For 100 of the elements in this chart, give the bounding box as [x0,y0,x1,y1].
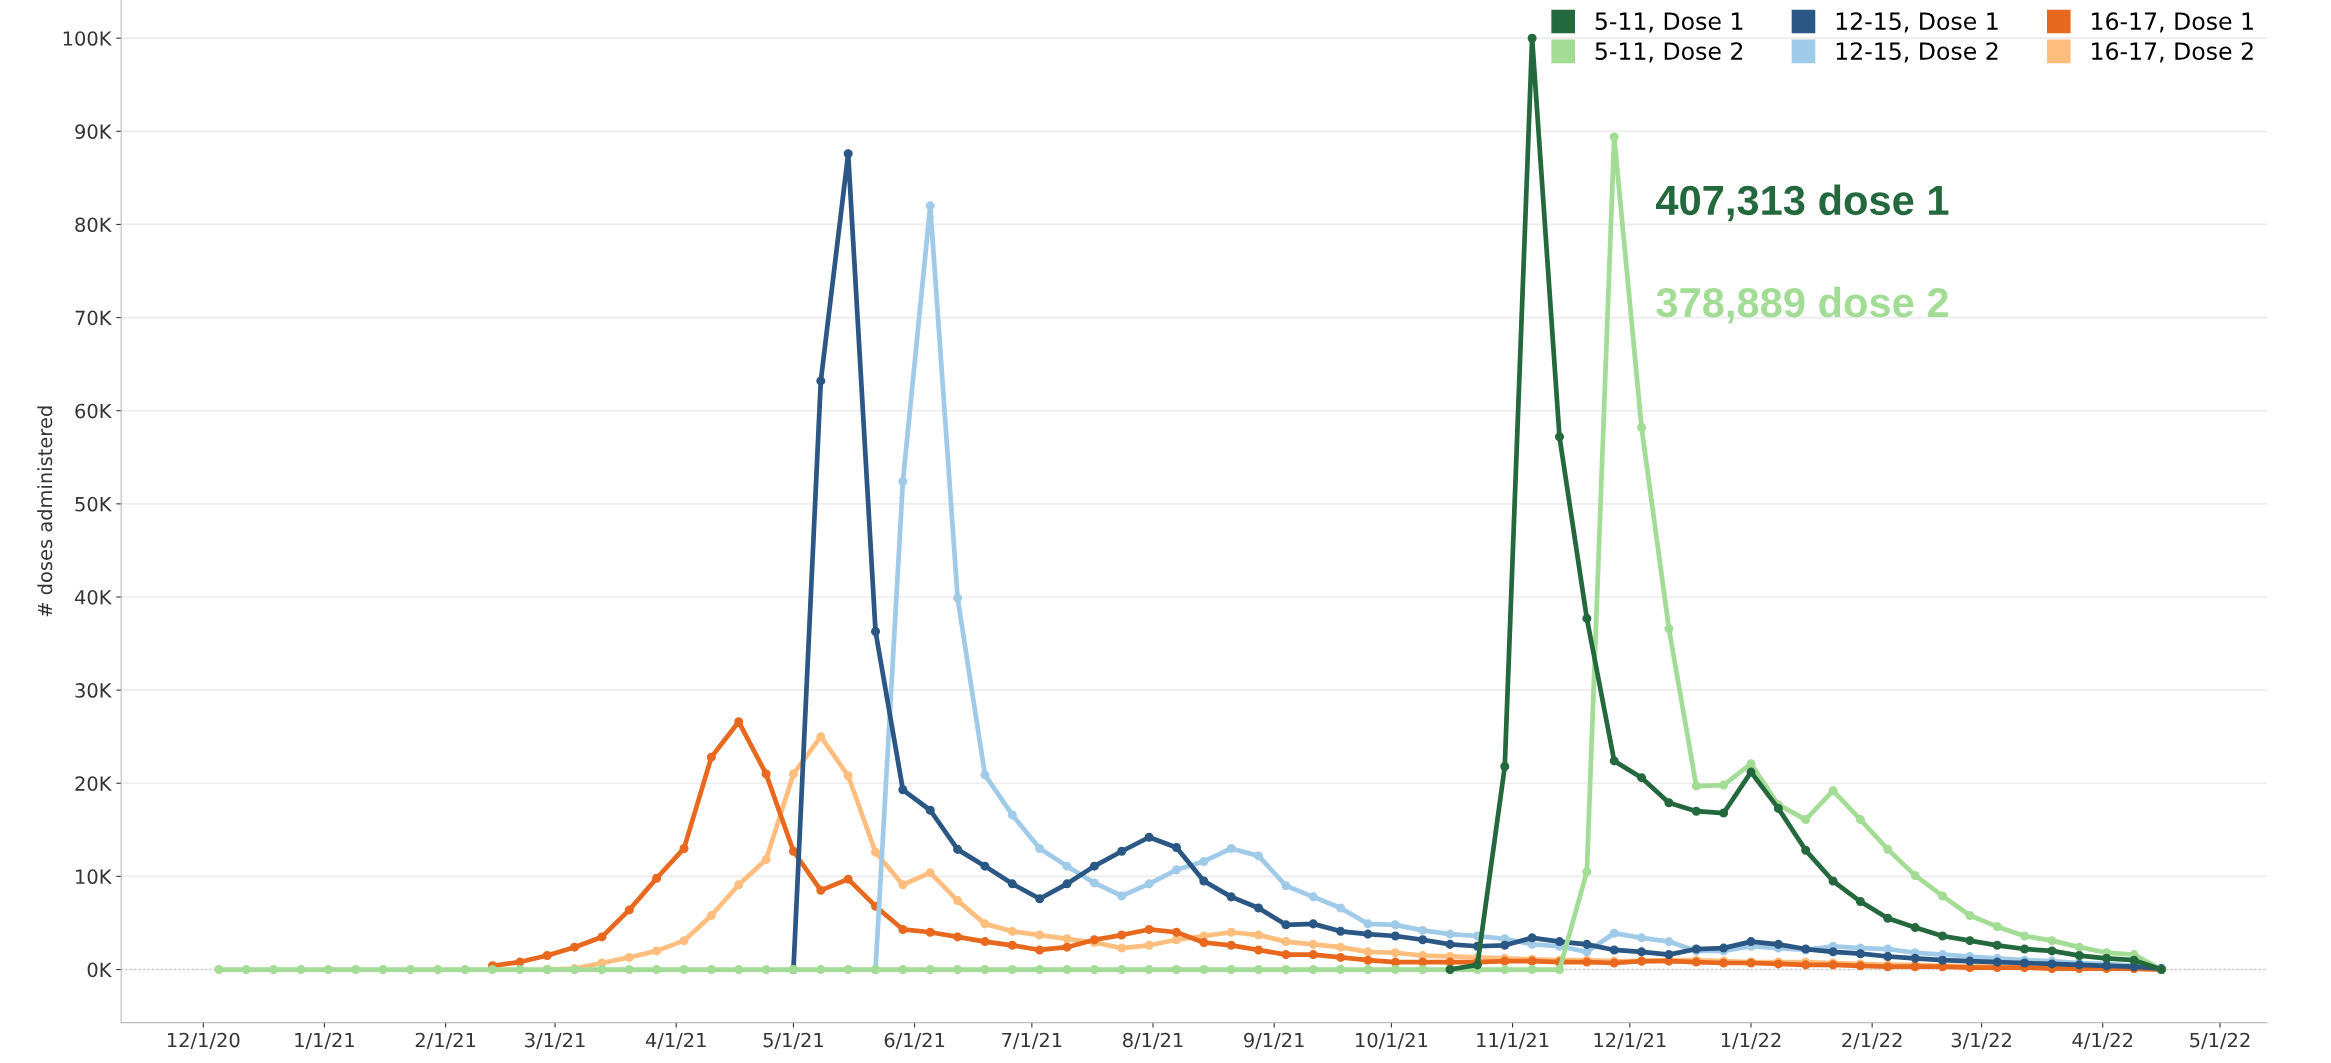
point [1664,798,1674,808]
point [1226,892,1236,902]
point [1637,947,1647,957]
legend-label: 12-15, Dose 1 [1836,12,1998,33]
point [1691,806,1701,816]
point [925,201,935,211]
point [2102,953,2112,963]
point [1609,756,1619,766]
point [1062,879,1072,889]
y-tick-label: 70K [75,310,112,326]
point [1144,879,1154,889]
point [1500,761,1510,772]
point [1226,927,1236,937]
point [1418,935,1428,945]
point [953,593,963,603]
point [1144,940,1154,950]
x-tick-label: 3/1/21 [525,1032,585,1049]
point [1418,925,1428,935]
point [1527,933,1537,943]
point [1773,939,1783,949]
point [1171,843,1181,853]
point [871,626,881,636]
point [816,376,826,386]
point [1390,948,1400,958]
legend-label: 5-11, Dose 2 [1595,42,1743,63]
point [1582,613,1592,623]
point [1336,942,1346,952]
point [1445,939,1455,949]
x-tick-label: 3/1/22 [1951,1032,2011,1049]
point [2020,944,2030,954]
point [1117,943,1127,953]
x-tick-label: 4/1/22 [2072,1032,2133,1049]
point [1062,934,1072,944]
point [1582,947,1592,957]
point [1609,945,1619,955]
point [1855,897,1865,907]
x-tick-label: 4/1/21 [645,1032,706,1049]
point [898,880,908,890]
y-tick-label: 50K [75,496,112,512]
point [1254,930,1264,940]
point [624,952,634,962]
point [1554,937,1565,947]
point [1828,947,1838,957]
point [1281,937,1291,947]
point [1828,876,1838,886]
legend-label: 16-17, Dose 2 [2092,42,2253,63]
y-tick-label: 100K [63,31,112,46]
point [1910,953,1920,963]
point [1637,773,1647,783]
point [1007,926,1017,936]
point [1171,935,1181,945]
point [652,946,662,956]
point [1664,937,1674,947]
point [1719,808,1729,818]
point [1992,940,2002,950]
point [980,919,990,929]
point [1308,919,1318,929]
x-tick-label: 2/1/22 [1842,1032,1902,1049]
point [871,847,881,857]
y-tick-label: 40K [74,589,112,605]
point [706,910,716,921]
point [1965,956,1975,966]
x-tick-label: 6/1/21 [884,1032,945,1049]
x-tick-label: 12/1/21 [1594,1032,1666,1049]
point [843,149,853,159]
point [1035,894,1045,904]
point [1007,879,1017,889]
legend-label: 12-15, Dose 2 [1836,42,1998,63]
point [1171,865,1181,875]
x-tick-label: 10/1/21 [1356,1032,1428,1049]
point [1254,903,1264,913]
x-tick-label: 12/1/20 [167,1032,240,1049]
point [679,936,689,946]
point [1855,949,1865,959]
point [1117,891,1127,901]
point [1527,33,1537,43]
point [1937,931,1948,941]
x-tick-label: 11/1/21 [1477,1032,1549,1049]
point [1937,955,1948,965]
legend-label: 5-11, Dose 1 [1595,12,1743,33]
point [1746,767,1756,777]
point [1637,933,1647,943]
y-tick-label: 20K [75,776,112,791]
point [1062,861,1072,871]
point [953,844,963,854]
x-tick-label: 1/1/21 [295,1032,354,1049]
point [1308,939,1318,949]
y-tick-label: 80K [75,217,112,233]
point [2074,951,2084,961]
point [1746,937,1756,947]
y-tick-label: 60K [75,403,112,419]
x-tick-label: 5/1/22 [2190,1032,2250,1049]
point [1199,876,1209,886]
point [1390,920,1400,930]
point [788,769,798,779]
point [953,896,963,906]
point [1363,929,1373,939]
point [925,805,935,815]
y-axis-title: # doses administered [37,406,53,617]
y-tick-label: 0K [87,962,112,978]
